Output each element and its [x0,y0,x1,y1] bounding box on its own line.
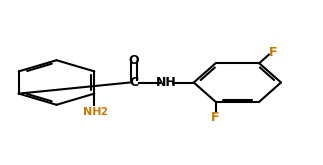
Text: NH: NH [156,76,177,89]
Text: NH: NH [83,107,102,117]
Text: 2: 2 [100,107,107,117]
Text: O: O [129,54,139,67]
Text: C: C [130,76,139,89]
Text: F: F [268,47,277,60]
Text: F: F [211,111,220,124]
